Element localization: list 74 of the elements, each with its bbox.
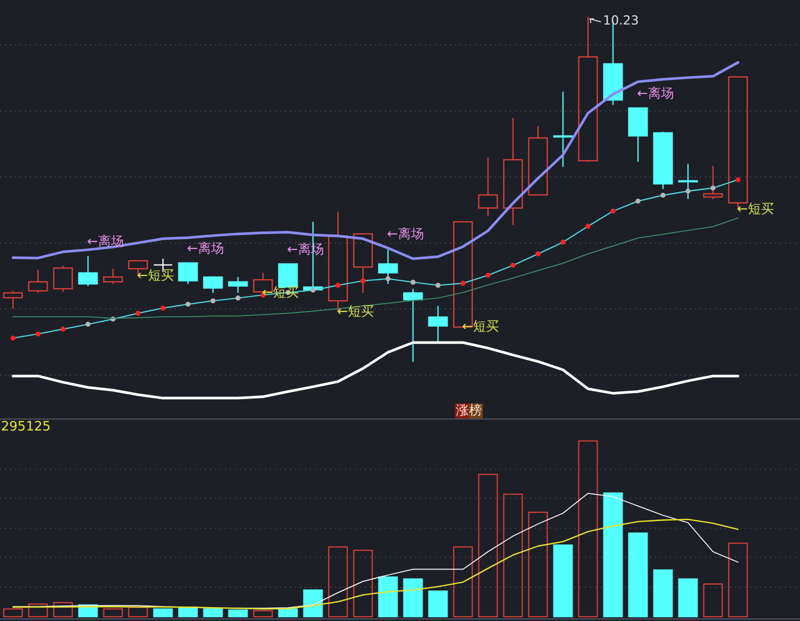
annotation: 10.23 — [603, 12, 639, 28]
bar — [678, 578, 698, 618]
point — [210, 298, 216, 304]
point — [236, 296, 240, 301]
point — [86, 322, 90, 327]
bar — [528, 512, 548, 618]
point — [10, 336, 16, 341]
annotation: ←短买 — [337, 304, 374, 320]
candlestick — [528, 125, 548, 196]
bar — [403, 578, 423, 618]
point — [436, 282, 440, 288]
annotation: ←离场 — [387, 226, 424, 242]
bar — [503, 494, 523, 618]
point — [736, 177, 740, 182]
bar — [478, 474, 498, 618]
bar — [378, 576, 398, 618]
candlestick — [553, 91, 573, 168]
bar — [728, 542, 748, 618]
point — [460, 280, 466, 286]
bar — [278, 608, 298, 618]
bar — [328, 546, 348, 618]
point — [586, 224, 590, 229]
point — [386, 276, 390, 282]
candlestick — [278, 263, 298, 288]
point — [686, 188, 690, 194]
bar — [653, 569, 673, 618]
annotation: ←短买 — [137, 268, 174, 284]
point — [710, 186, 716, 191]
point — [136, 310, 140, 316]
point — [486, 272, 490, 278]
point — [36, 331, 40, 336]
bar — [453, 546, 473, 618]
point — [610, 208, 616, 214]
bar — [603, 492, 623, 618]
bar — [103, 608, 123, 618]
annotation: ←离场 — [637, 85, 674, 102]
bar — [353, 550, 373, 618]
candlestick — [353, 233, 373, 294]
candlestick — [428, 305, 448, 342]
bar — [428, 590, 448, 618]
bar — [203, 608, 223, 618]
point — [336, 282, 340, 288]
bar — [703, 583, 723, 618]
point — [536, 251, 540, 256]
bar — [153, 608, 173, 618]
annotation: ←短买 — [737, 202, 774, 218]
candlestick — [453, 221, 473, 328]
bar — [553, 544, 573, 618]
candlestick — [628, 107, 648, 162]
point — [360, 278, 366, 284]
bar — [128, 606, 148, 618]
bar — [303, 589, 323, 618]
point — [660, 192, 666, 198]
bar — [53, 602, 73, 618]
annotation: ←离场 — [87, 233, 124, 250]
bar — [253, 610, 273, 618]
point — [560, 240, 566, 245]
point — [186, 302, 190, 307]
candlestick — [378, 248, 398, 285]
bar — [578, 440, 598, 618]
bar — [228, 609, 248, 618]
point — [160, 306, 166, 311]
candlestick — [678, 163, 698, 200]
text: 295125 — [1, 420, 51, 434]
candlestick — [503, 117, 523, 226]
point — [410, 280, 416, 285]
point — [60, 326, 66, 332]
point — [636, 198, 640, 204]
bar — [3, 608, 23, 618]
annotation: ←离场 — [187, 240, 224, 256]
bar — [628, 532, 648, 618]
bar — [28, 603, 48, 618]
candlestick — [328, 211, 348, 312]
point — [510, 262, 516, 268]
